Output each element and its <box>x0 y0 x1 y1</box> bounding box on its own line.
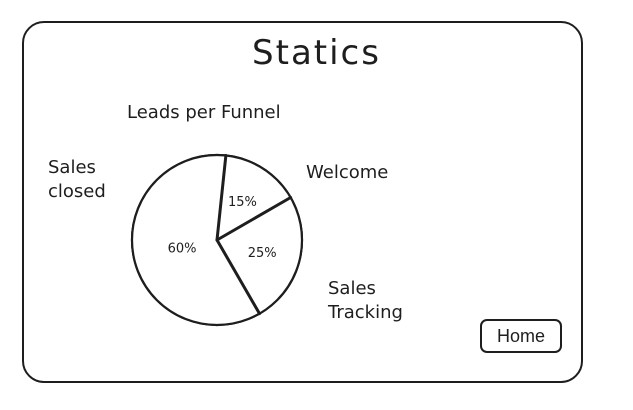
pie-divider-2 <box>215 196 293 242</box>
pie-slice-sales-closed-value: 60% <box>168 241 197 256</box>
pie-slice-sales-tracking <box>217 197 302 314</box>
legend-label-welcome: Welcome <box>306 162 389 183</box>
app-frame <box>22 21 583 383</box>
legend-label-sales-tracking-line2: Tracking <box>328 302 403 323</box>
chart-title: Leads per Funnel <box>127 102 281 123</box>
pie-divider-3 <box>215 238 261 316</box>
pie-divider-1 <box>215 153 228 242</box>
legend-label-sales-closed-line2: closed <box>48 181 106 202</box>
pie-slice-sales-tracking-value: 25% <box>248 246 277 261</box>
home-button[interactable]: Home <box>480 319 562 353</box>
pie-slice-sales-closed <box>131 155 260 326</box>
pie-outline-stroke <box>130 153 304 327</box>
legend-label-sales-tracking-line1: Sales <box>328 278 376 299</box>
pie-slice-welcome-value: 15% <box>228 195 257 210</box>
legend-label-sales-closed: Sales closed <box>48 156 128 204</box>
legend-label-sales-tracking: Sales Tracking <box>328 277 438 325</box>
legend-label-sales-closed-line1: Sales <box>48 157 96 178</box>
page-title: Statics <box>252 33 381 73</box>
